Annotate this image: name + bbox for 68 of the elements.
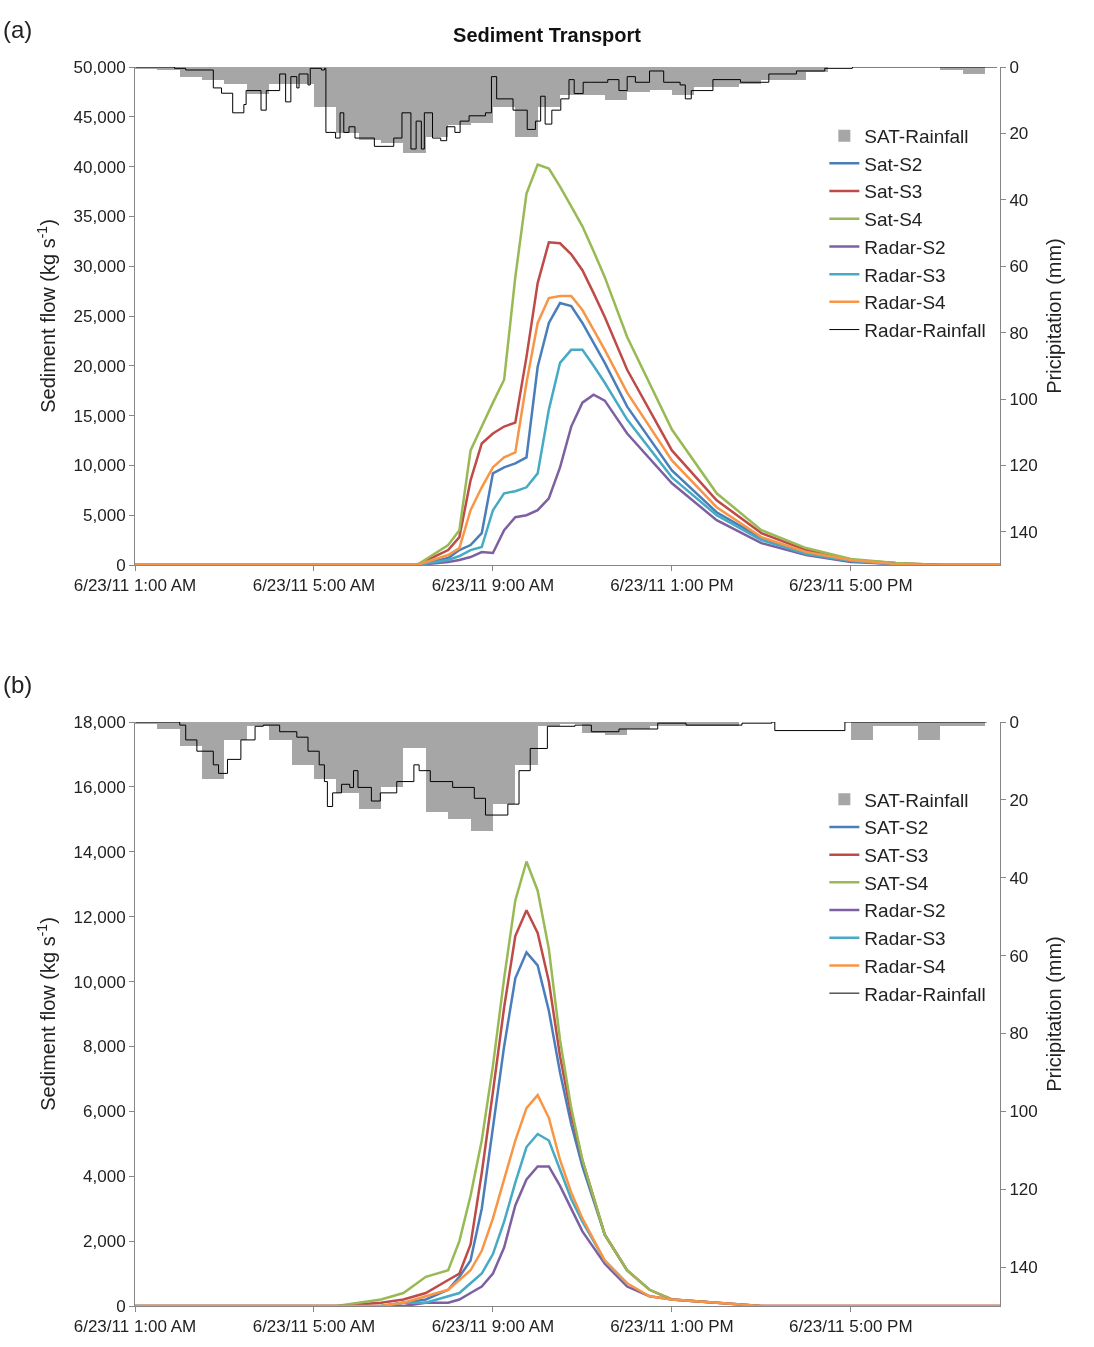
legend-label: Radar-S4: [864, 292, 947, 314]
y-tick-label: 10,000: [73, 972, 126, 992]
y-tick-label: 25,000: [73, 306, 126, 326]
legend-label: SAT-Rainfall: [864, 789, 969, 811]
legend-label: SAT-Rainfall: [864, 126, 969, 148]
y-tick-label: 40,000: [73, 157, 126, 177]
y-tick-label: 12,000: [73, 907, 126, 927]
y-tick-label: 14,000: [73, 842, 126, 862]
legend-label: Radar-Rainfall: [864, 983, 986, 1005]
y2-tick-label: 20: [1009, 124, 1029, 144]
y2-axis-title: Pricipitation (mm): [1043, 936, 1066, 1092]
legend-label: SAT-S4: [864, 872, 929, 894]
legend-label: Radar-Rainfall: [864, 319, 986, 341]
x-tick-label: 6/23/11 5:00 AM: [252, 576, 376, 596]
y-tick-label: 8,000: [83, 1037, 126, 1057]
y-tick-label: 18,000: [73, 712, 126, 732]
x-tick-label: 6/23/11 1:00 AM: [73, 1317, 197, 1337]
text: (a): [3, 16, 33, 43]
legend-label: Sat-S4: [864, 209, 923, 231]
x-tick-label: 6/23/11 5:00 PM: [789, 1317, 913, 1337]
x-tick-label: 6/23/11 1:00 PM: [610, 1317, 734, 1337]
y-tick-label: 35,000: [73, 207, 126, 227]
y-tick-label: 45,000: [73, 107, 126, 127]
legend-label: Sat-S2: [864, 153, 923, 175]
y-tick-label: 10,000: [73, 456, 126, 476]
y2-tick-label: 20: [1009, 790, 1029, 810]
y2-axis-title: Pricipitation (mm): [1043, 238, 1066, 394]
y2-tick-label: 60: [1009, 257, 1029, 277]
y-tick-label: 30,000: [73, 257, 126, 277]
y-tick-label: 2,000: [83, 1232, 126, 1252]
y2-tick-label: 140: [1009, 1258, 1038, 1278]
y2-tick-label: 40: [1009, 868, 1029, 888]
text: (b): [3, 671, 33, 698]
y-tick-label: 0: [116, 555, 126, 575]
legend-label: SAT-S2: [864, 817, 929, 839]
x-tick-label: 6/23/11 5:00 PM: [789, 576, 913, 596]
y2-tick-label: 0: [1009, 712, 1019, 732]
y2-tick-label: 80: [1009, 1024, 1029, 1044]
x-tick-label: 6/23/11 9:00 AM: [431, 1317, 555, 1337]
y2-tick-label: 100: [1009, 1102, 1038, 1122]
legend-label: Sat-S3: [864, 181, 923, 203]
y2-tick-label: 0: [1009, 57, 1019, 77]
y-tick-label: 20,000: [73, 356, 126, 376]
y-tick-label: 6,000: [83, 1102, 126, 1122]
x-tick-label: 6/23/11 9:00 AM: [431, 576, 555, 596]
legend-label: Radar-S4: [864, 955, 947, 977]
chart-title: Sediment Transport: [453, 24, 642, 46]
y-tick-label: 0: [116, 1296, 126, 1316]
y2-tick-label: 80: [1009, 323, 1029, 343]
legend-label: Radar-S2: [864, 900, 946, 922]
y2-tick-label: 120: [1009, 456, 1038, 476]
y2-tick-label: 120: [1009, 1180, 1038, 1200]
legend-label: Radar-S3: [864, 928, 946, 950]
x-tick-label: 6/23/11 1:00 PM: [610, 576, 734, 596]
y-tick-label: 5,000: [83, 506, 126, 526]
legend-label: Radar-S2: [864, 236, 946, 258]
y2-tick-label: 40: [1009, 190, 1029, 210]
y-tick-label: 50,000: [73, 57, 126, 77]
y-tick-label: 4,000: [83, 1167, 126, 1187]
legend-label: SAT-S3: [864, 845, 929, 867]
y-tick-label: 15,000: [73, 406, 126, 426]
legend-label: Radar-S3: [864, 264, 946, 286]
y2-tick-label: 100: [1009, 389, 1038, 409]
x-tick-label: 6/23/11 5:00 AM: [252, 1317, 376, 1337]
y-tick-label: 16,000: [73, 777, 126, 797]
y2-tick-label: 140: [1009, 522, 1038, 542]
y2-tick-label: 60: [1009, 946, 1029, 966]
x-tick-label: 6/23/11 1:00 AM: [73, 576, 197, 596]
